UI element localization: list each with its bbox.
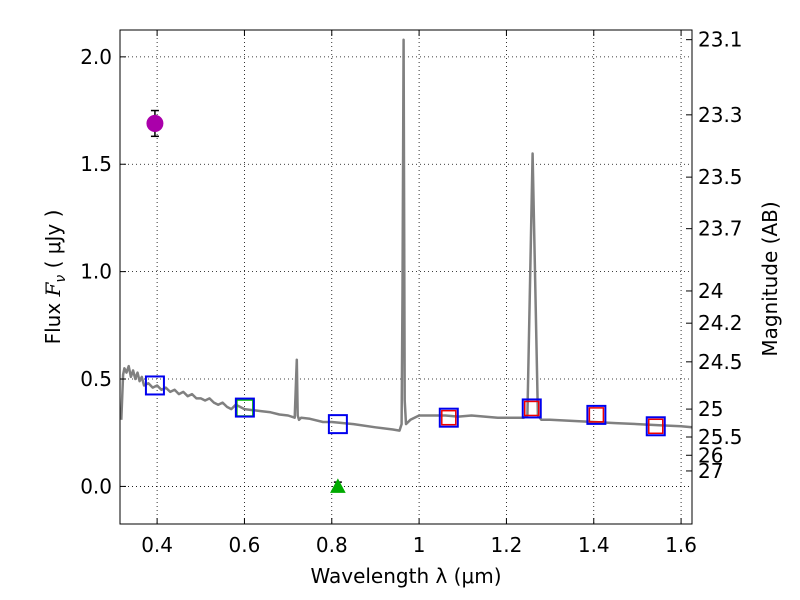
x-tick-label: 0.8: [316, 533, 348, 557]
y2-tick-label: 23.7: [698, 217, 743, 241]
y-axis-label-symbol: F: [41, 281, 65, 297]
x-axis-label: Wavelength λ (μm): [310, 564, 501, 588]
y-tick-label: 0.0: [80, 474, 112, 498]
observed-photometry-box: [327, 414, 348, 435]
y-axis-label-prefix: Flux: [41, 296, 65, 344]
y-tick-label: 2.0: [80, 45, 112, 69]
y-axis-label: Flux Fν ( μJy ): [41, 210, 69, 345]
observed-photometry-box: [645, 416, 666, 437]
y2-tick-label: 24: [698, 279, 723, 303]
x-tick-label: 1: [413, 533, 426, 557]
model-sed-line: [120, 38, 692, 432]
observed-photometry-box: [586, 404, 607, 425]
model-photometry-box: [524, 400, 540, 417]
y-axis-label-subscript: ν: [53, 275, 69, 283]
y2-tick-label: 25: [698, 397, 723, 421]
axes: 0.4 0.6 0.8 1 1.2 1.4 1.6 0.0 0.5 1.0 1.5 2.0 23.1 23…: [80, 28, 742, 557]
y2-tick-label: 26: [698, 443, 723, 467]
y-tick-label: 0.5: [80, 367, 112, 391]
y2-tick-label: 24.2: [698, 311, 743, 335]
x-tick-label: 0.4: [141, 533, 173, 557]
data-layer: [120, 38, 692, 493]
x-tick-label: 1.4: [578, 533, 610, 557]
model-photometry-box: [588, 407, 605, 423]
y2-tick-label: 23.1: [698, 28, 743, 52]
observed-photometry-box: [438, 407, 459, 428]
model-photometry-box: [648, 418, 664, 435]
y-tick-label: 1.5: [80, 152, 112, 176]
y2-tick-label: 23.3: [698, 103, 743, 127]
y2-tick-label: 24.5: [698, 350, 743, 374]
y2-tick-label: 25.5: [698, 425, 743, 449]
observed-photometry-box: [521, 398, 542, 419]
y-axis-label-suffix: ( μJy ): [41, 210, 65, 275]
x-tick-label: 1.2: [491, 533, 523, 557]
observed-photometry-box: [234, 397, 255, 418]
y2-tick-label: 23.5: [698, 165, 743, 189]
x-tick-label: 1.6: [665, 533, 697, 557]
plot-frame: [119, 29, 693, 525]
model-photometry-box: [441, 409, 457, 426]
green-triangle-point: [330, 478, 346, 493]
magenta-data-point: [146, 114, 164, 132]
y2-axis-label: Magnitude (AB): [758, 201, 782, 356]
y-tick-label: 1.0: [80, 260, 112, 284]
x-tick-label: 0.6: [229, 533, 261, 557]
observed-photometry-box: [144, 375, 165, 396]
y2-tick-label: 27: [698, 459, 723, 483]
grid: [120, 30, 692, 524]
